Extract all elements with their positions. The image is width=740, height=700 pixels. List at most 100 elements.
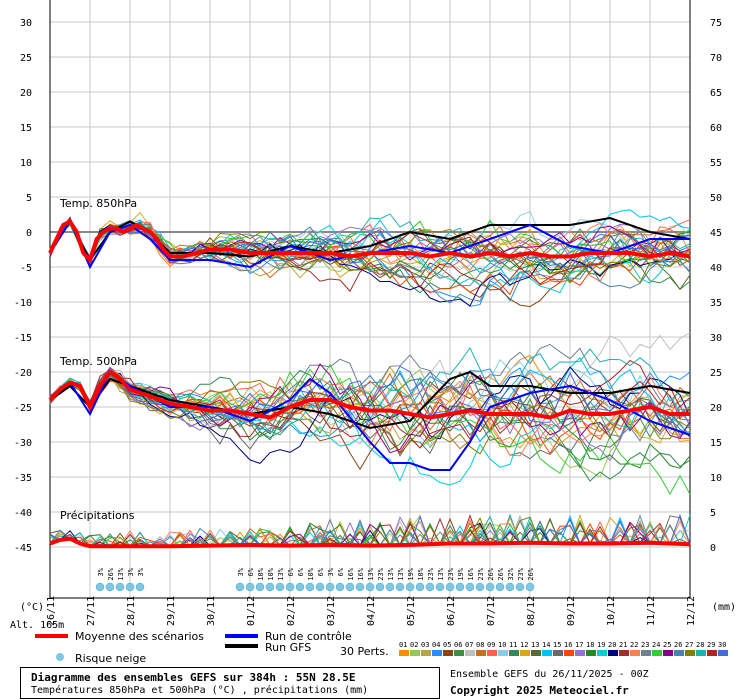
pert-number: 26 xyxy=(674,641,682,649)
pert-color-swatch xyxy=(421,650,431,656)
pert-number: 06 xyxy=(454,641,462,649)
pert-color-swatch xyxy=(509,650,519,656)
y-left-tick-label: -5 xyxy=(20,263,32,274)
snow-risk-2-snowflake-icon xyxy=(235,582,245,592)
member-line-t500 xyxy=(49,365,691,436)
pert-number: 14 xyxy=(542,641,550,649)
pert-number: 28 xyxy=(696,641,704,649)
y-right-tick-label: 70 xyxy=(710,53,722,64)
pert-number: 03 xyxy=(421,641,429,649)
y-right-tick-label: 40 xyxy=(710,263,722,274)
pert-number: 29 xyxy=(707,641,715,649)
pert-color-swatch xyxy=(718,650,728,656)
snow-risk-2-snowflake-icon xyxy=(395,582,405,592)
y-right-tick-label: 20 xyxy=(710,403,722,414)
pert-color-swatch xyxy=(454,650,464,656)
pert-color-swatch xyxy=(652,650,662,656)
ensemble-run-info: Ensemble GEFS du 26/11/2025 - 00Z xyxy=(450,669,649,680)
snow-risk-2-snowflake-icon xyxy=(335,582,345,592)
x-tick-label: 10/12 xyxy=(606,596,617,626)
y-right-tick-label: 25 xyxy=(710,368,722,379)
pert-color-swatch xyxy=(432,650,442,656)
x-tick-label: 05/12 xyxy=(406,596,417,626)
x-tick-label: 11/12 xyxy=(646,596,657,626)
member-line-t850 xyxy=(49,219,691,263)
snow-risk-2-percent: 16% xyxy=(467,567,475,580)
snow-risk-2-percent: 6% xyxy=(287,567,295,576)
snow-risk-2-snowflake-icon xyxy=(275,582,285,592)
mean-line-t500 xyxy=(48,369,690,420)
snow-risk-2-snowflake-icon xyxy=(385,582,395,592)
snow-risk-2-snowflake-icon xyxy=(465,582,475,592)
y-left-tick-label: 20 xyxy=(20,88,32,99)
snow-risk-2-snowflake-icon xyxy=(345,582,355,592)
snow-risk-1-percent: 3% xyxy=(97,567,105,576)
snow-risk-2-snowflake-icon xyxy=(245,582,255,592)
pert-color-swatch xyxy=(498,650,508,656)
snow-risk-2-percent: 26% xyxy=(497,567,505,580)
snow-risk-2-snowflake-icon xyxy=(375,582,385,592)
snow-risk-2-percent: 23% xyxy=(427,567,435,580)
pert-color-swatch xyxy=(619,650,629,656)
snow-risk-2-percent: 13% xyxy=(387,567,395,580)
snow-risk-2-snowflake-icon xyxy=(355,582,365,592)
x-tick-label: 01/12 xyxy=(246,596,257,626)
snow-risk-2-snowflake-icon xyxy=(315,582,325,592)
snow-risk-2-percent: 13% xyxy=(367,567,375,580)
y-left-tick-label: 5 xyxy=(26,193,32,204)
pert-color-swatch xyxy=(663,650,673,656)
y-right-tick-label: 15 xyxy=(710,438,722,449)
y-left-tick-label: 0 xyxy=(26,228,32,239)
pert-color-swatch xyxy=(542,650,552,656)
snow-risk-2-percent: 23% xyxy=(517,567,525,580)
pert-color-swatch xyxy=(487,650,497,656)
mean-line-precip xyxy=(49,536,691,549)
member-line-t500 xyxy=(49,366,691,464)
snow-risk-1-snowflake-icon xyxy=(125,582,135,592)
footer-subtitle: Températures 850hPa et 500hPa (°C) , pré… xyxy=(31,685,369,696)
pert-number: 13 xyxy=(531,641,539,649)
snow-risk-2-percent: 3% xyxy=(327,567,335,576)
member-line-t500 xyxy=(49,363,691,496)
pert-color-swatch xyxy=(597,650,607,656)
pert-color-swatch xyxy=(443,650,453,656)
pert-number: 08 xyxy=(476,641,484,649)
panel-label-precip: Précipitations xyxy=(60,509,135,522)
snow-risk-2-percent: 10% xyxy=(417,567,425,580)
legend-control-label: Run de contrôle xyxy=(265,630,352,643)
y-right-unit: (mm) xyxy=(712,602,736,613)
snow-risk-2-snowflake-icon xyxy=(525,582,535,592)
snow-risk-2-percent: 10% xyxy=(267,567,275,580)
snow-risk-2-percent: 10% xyxy=(307,567,315,580)
pert-color-swatch xyxy=(575,650,585,656)
y-left-tick-label: -45 xyxy=(14,543,32,554)
footer-title-box: Diagramme des ensembles GEFS sur 384h : … xyxy=(20,667,440,699)
member-line-t500 xyxy=(49,363,691,454)
pert-number: 23 xyxy=(641,641,649,649)
x-tick-label: 09/12 xyxy=(566,596,577,626)
snow-risk-2-snowflake-icon xyxy=(405,582,415,592)
snow-risk-2-snowflake-icon xyxy=(515,582,525,592)
snow-risk-2-percent: 6% xyxy=(247,567,255,576)
x-tick-label: 04/12 xyxy=(366,596,377,626)
y-left-unit: (°C) xyxy=(20,602,44,613)
snow-risk-2-snowflake-icon xyxy=(305,582,315,592)
pert-number: 25 xyxy=(663,641,671,649)
y-left-tick-label: 15 xyxy=(20,123,32,134)
y-left-tick-label: -25 xyxy=(14,403,32,414)
snow-risk-2-snowflake-icon xyxy=(285,582,295,592)
snow-risk-2-percent: 19% xyxy=(407,567,415,580)
snow-risk-2-percent: 26% xyxy=(487,567,495,580)
pert-number: 01 xyxy=(399,641,407,649)
legend-snow-label: Risque neige xyxy=(75,652,146,665)
snow-risk-2-percent: 23% xyxy=(447,567,455,580)
y-right-tick-label: 50 xyxy=(710,193,722,204)
pert-number: 07 xyxy=(465,641,473,649)
snow-risk-2-snowflake-icon xyxy=(445,582,455,592)
pert-color-swatch xyxy=(696,650,706,656)
y-left-tick-label: 30 xyxy=(20,18,32,29)
pert-number: 22 xyxy=(630,641,638,649)
x-tick-label: 02/12 xyxy=(286,596,297,626)
snow-risk-1-snowflake-icon xyxy=(135,582,145,592)
snow-risk-2-percent: 16% xyxy=(357,567,365,580)
